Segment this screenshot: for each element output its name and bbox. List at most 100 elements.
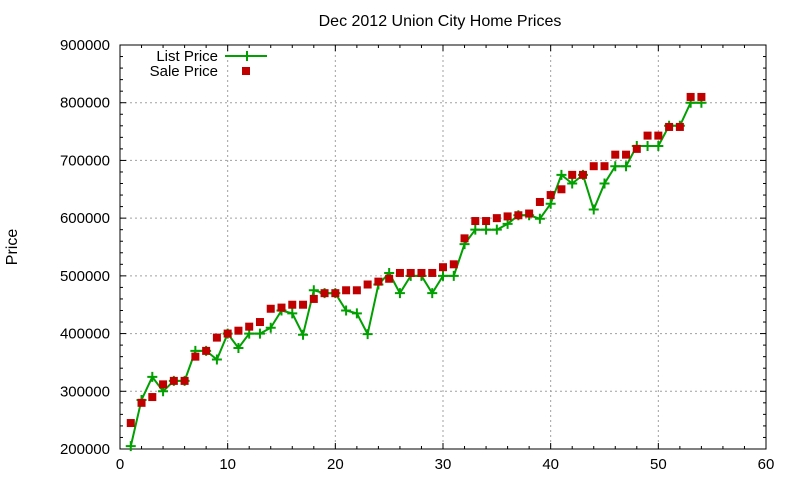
list-price-point bbox=[362, 329, 373, 340]
sale-price-point bbox=[288, 300, 297, 309]
sale-price-point bbox=[159, 380, 168, 389]
list-price-point bbox=[298, 329, 309, 340]
sale-price-point bbox=[191, 352, 200, 361]
y-axis-label: Price bbox=[4, 229, 21, 266]
list-price-point bbox=[588, 204, 599, 215]
sale-price-point bbox=[245, 322, 254, 331]
y-tick-label: 600000 bbox=[60, 210, 110, 227]
x-tick-label: 50 bbox=[650, 456, 667, 473]
list-price-point bbox=[265, 322, 276, 333]
sale-price-point bbox=[180, 376, 189, 385]
sale-price-point bbox=[622, 150, 631, 159]
sale-price-point bbox=[352, 286, 361, 295]
sale-price-point bbox=[363, 280, 372, 289]
sale-price-point bbox=[654, 131, 663, 140]
list-price-point bbox=[427, 288, 438, 299]
sale-price-point bbox=[492, 214, 501, 223]
list-price-point bbox=[470, 224, 481, 235]
list-price-point bbox=[642, 141, 653, 151]
sale-price-point bbox=[611, 150, 620, 159]
sale-price-point bbox=[202, 346, 211, 355]
sale-price-point bbox=[665, 122, 674, 131]
x-tick-label: 30 bbox=[435, 456, 452, 473]
list-price-point bbox=[653, 141, 664, 151]
sale-price-point bbox=[374, 277, 383, 286]
list-price-point bbox=[211, 354, 222, 365]
sale-price-point bbox=[546, 191, 555, 200]
legend: List Price Sale Price bbox=[150, 48, 267, 80]
sale-price-point bbox=[331, 289, 340, 298]
sale-price-point bbox=[212, 333, 221, 342]
sale-price-point bbox=[449, 260, 458, 269]
sale-price-point bbox=[600, 162, 609, 171]
series-sale-price bbox=[126, 92, 706, 428]
sale-price-point bbox=[342, 286, 351, 295]
list-price-point bbox=[545, 198, 556, 209]
legend-marker-sale-price bbox=[242, 67, 250, 75]
list-price-point bbox=[394, 288, 405, 299]
list-price-point bbox=[233, 343, 244, 353]
series-list-price bbox=[125, 97, 707, 452]
sale-price-point bbox=[482, 217, 491, 226]
legend-label-list-price: List Price bbox=[156, 48, 218, 65]
list-price-point bbox=[481, 224, 492, 235]
y-tick-label: 400000 bbox=[60, 326, 110, 343]
list-price-point bbox=[448, 270, 459, 281]
sale-price-point bbox=[525, 209, 534, 218]
sale-price-point bbox=[632, 144, 641, 153]
sale-price-point bbox=[234, 326, 243, 335]
y-tick-label: 300000 bbox=[60, 383, 110, 400]
chart-title: Dec 2012 Union City Home Prices bbox=[319, 13, 562, 30]
y-tick-label: 800000 bbox=[60, 95, 110, 112]
sale-price-point bbox=[266, 304, 275, 313]
sale-price-point bbox=[299, 300, 308, 309]
sale-price-point bbox=[428, 268, 437, 277]
sale-price-point bbox=[471, 217, 480, 226]
sale-price-point bbox=[255, 318, 264, 327]
y-tick-label: 900000 bbox=[60, 37, 110, 54]
list-price-point bbox=[125, 441, 136, 452]
sale-price-point bbox=[686, 92, 695, 101]
y-tick-label: 700000 bbox=[60, 152, 110, 169]
list-price-point bbox=[491, 224, 502, 235]
legend-label-sale-price: Sale Price bbox=[150, 63, 218, 80]
x-tick-label: 60 bbox=[758, 456, 775, 473]
sale-price-point bbox=[503, 212, 512, 221]
y-tick-label: 200000 bbox=[60, 441, 110, 458]
sale-price-point bbox=[643, 131, 652, 140]
sale-price-point bbox=[697, 92, 706, 101]
list-price-point bbox=[599, 178, 610, 189]
sale-price-point bbox=[320, 289, 329, 298]
list-price-point bbox=[610, 161, 621, 172]
list-price-point bbox=[147, 371, 158, 382]
sale-price-point bbox=[126, 419, 135, 428]
x-tick-label: 20 bbox=[327, 456, 344, 473]
plot-frame bbox=[119, 44, 767, 450]
y-tick-label: 500000 bbox=[60, 268, 110, 285]
sale-price-point bbox=[439, 263, 447, 272]
list-price-point bbox=[351, 308, 362, 319]
sale-price-point bbox=[535, 197, 544, 206]
sale-price-point bbox=[417, 268, 426, 277]
sale-price-point bbox=[568, 170, 577, 179]
list-price-point bbox=[341, 305, 352, 316]
sale-price-point bbox=[309, 294, 318, 303]
sale-price-point bbox=[675, 122, 684, 131]
list-price-point bbox=[534, 213, 545, 224]
sale-price-point bbox=[578, 170, 587, 179]
sale-price-point bbox=[406, 268, 415, 277]
sale-price-point bbox=[557, 185, 566, 194]
x-tick-label: 0 bbox=[116, 456, 124, 473]
list-price-point bbox=[254, 328, 265, 339]
sale-price-point bbox=[514, 211, 523, 220]
list-price-point bbox=[438, 270, 448, 281]
list-price-point bbox=[502, 218, 513, 229]
legend-marker-list-price bbox=[242, 51, 252, 61]
list-price-line bbox=[129, 101, 702, 447]
list-price-point bbox=[287, 308, 298, 319]
sale-price-point bbox=[385, 274, 394, 283]
sale-price-point bbox=[277, 303, 286, 312]
list-price-point bbox=[621, 161, 632, 172]
ticks: 0 10 20 30 40 50 60 200000 300000 400000 500000 600… bbox=[60, 37, 774, 473]
